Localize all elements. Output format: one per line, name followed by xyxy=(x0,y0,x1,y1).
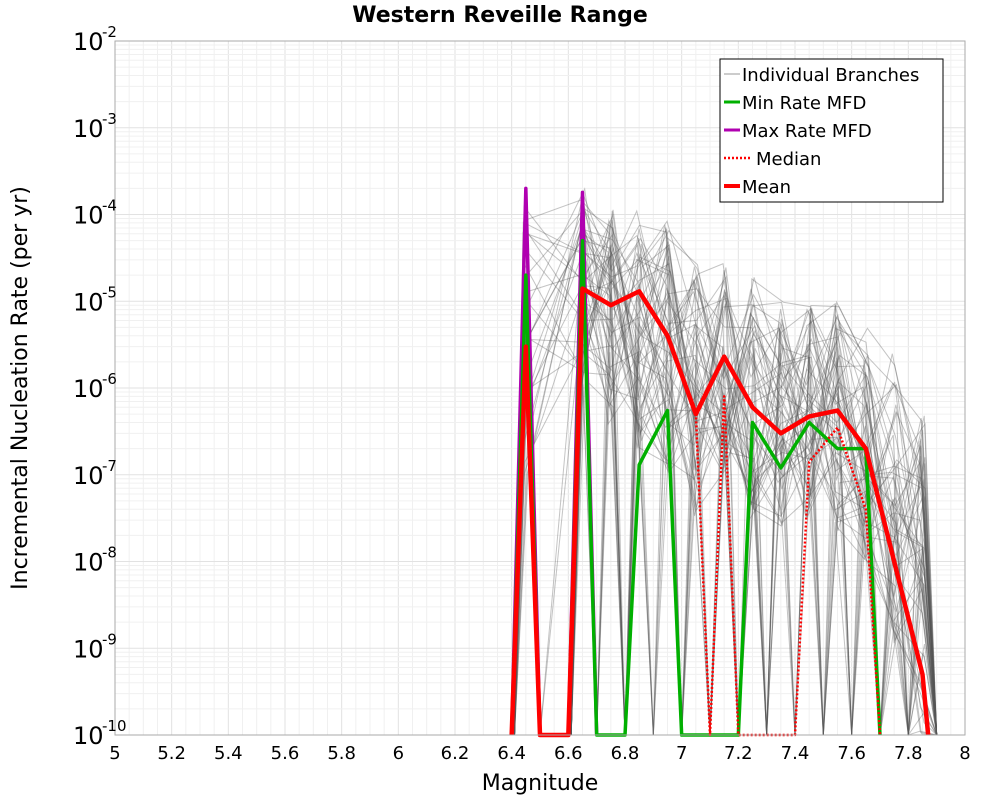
y-tick-exponent: -2 xyxy=(102,23,117,41)
branch-line xyxy=(570,225,937,736)
y-tick-label: 10-3 xyxy=(73,110,117,143)
branch-line xyxy=(514,322,938,736)
branch-line xyxy=(570,233,938,737)
branch-line xyxy=(570,282,938,736)
branch-line xyxy=(514,187,938,736)
legend-label-branches: Individual Branches xyxy=(742,65,919,86)
x-tick-label: 6.4 xyxy=(497,743,526,764)
y-tick-label: 10-6 xyxy=(73,370,117,403)
legend: Individual Branches Min Rate MFD Max Rat… xyxy=(719,58,944,203)
x-tick-label: 6.2 xyxy=(441,743,470,764)
branch-line xyxy=(570,220,938,736)
branch-line xyxy=(570,200,938,736)
branch-line xyxy=(514,209,938,736)
branch-line xyxy=(570,219,938,736)
x-tick-label: 7 xyxy=(676,743,687,764)
y-tick-base: 10 xyxy=(73,28,104,56)
branch-line xyxy=(570,236,938,736)
branch-line xyxy=(514,241,938,736)
grid xyxy=(114,41,966,736)
plot-frame xyxy=(114,40,966,736)
y-tick-base: 10 xyxy=(73,462,104,490)
y-tick-base: 10 xyxy=(73,375,104,403)
x-tick-label: 6 xyxy=(393,743,404,764)
branch-line xyxy=(570,208,938,736)
y-tick-label: 10-10 xyxy=(73,717,127,750)
y-tick-label: 10-4 xyxy=(73,197,117,230)
x-tick-label: 7.8 xyxy=(894,743,923,764)
legend-label-mean: Mean xyxy=(742,177,791,198)
x-tick-label: 7.6 xyxy=(837,743,866,764)
legend-label-min: Min Rate MFD xyxy=(742,93,866,114)
branch-line xyxy=(570,331,938,736)
branch-line xyxy=(514,233,938,736)
x-axis-label: Magnitude xyxy=(482,771,599,796)
y-tick-base: 10 xyxy=(73,115,104,143)
branch-line xyxy=(514,192,938,736)
branch-line xyxy=(514,255,938,736)
y-tick-exponent: -6 xyxy=(102,370,117,388)
y-tick-exponent: -8 xyxy=(102,544,117,562)
x-tick-label: 7.2 xyxy=(724,743,753,764)
y-tick-exponent: -10 xyxy=(102,717,127,735)
branch-line xyxy=(570,213,938,736)
y-axis-label: Incremental Nucleation Rate (per yr) xyxy=(8,186,33,590)
branch-line xyxy=(570,250,938,736)
x-tick-label: 5 xyxy=(109,743,120,764)
y-tick-exponent: -5 xyxy=(102,283,117,301)
branch-line xyxy=(514,255,938,736)
y-tick-base: 10 xyxy=(73,202,104,230)
y-tick-base: 10 xyxy=(73,288,104,316)
y-tick-exponent: -3 xyxy=(102,110,117,128)
y-tick-label: 10-2 xyxy=(73,23,117,56)
y-tick-label: 10-7 xyxy=(73,457,117,490)
y-tick-base: 10 xyxy=(73,722,104,750)
branch-line xyxy=(514,231,937,736)
y-tick-exponent: -7 xyxy=(102,457,117,475)
branch-line xyxy=(514,227,938,736)
x-tick-label: 6.6 xyxy=(554,743,583,764)
x-tick-label: 5.2 xyxy=(157,743,186,764)
branch-line xyxy=(514,245,938,736)
y-tick-base: 10 xyxy=(73,549,104,577)
x-tick-label: 6.8 xyxy=(611,743,640,764)
legend-label-max: Max Rate MFD xyxy=(742,121,872,142)
chart-title: Western Reveille Range xyxy=(352,3,648,28)
y-tick-label: 10-5 xyxy=(73,283,117,316)
branch-line xyxy=(570,207,938,736)
branch-line xyxy=(514,205,938,736)
branch-line xyxy=(514,208,938,736)
y-tick-label: 10-8 xyxy=(73,544,117,577)
branch-line xyxy=(570,237,938,736)
x-tick-label: 5.6 xyxy=(271,743,300,764)
branch-line xyxy=(514,351,938,736)
x-tick-label: 5.8 xyxy=(327,743,356,764)
x-tick-label: 5.4 xyxy=(214,743,243,764)
x-tick-label: 7.4 xyxy=(781,743,810,764)
branch-line xyxy=(514,227,938,736)
branch-line xyxy=(570,252,938,736)
x-tick-label: 8 xyxy=(959,743,970,764)
y-tick-label: 10-9 xyxy=(73,630,117,663)
y-tick-exponent: -9 xyxy=(102,630,117,648)
branch-line xyxy=(570,209,938,736)
branch-line xyxy=(514,230,938,736)
individual-branches xyxy=(514,187,938,737)
legend-box xyxy=(719,58,944,203)
y-tick-exponent: -4 xyxy=(102,197,117,215)
legend-label-median: Median xyxy=(756,149,821,170)
x-tick-labels: 5 5.2 5.4 5.6 5.8 6 6.2 6.4 6.6 6.8 7 7.2 7.4 7.6 7.8 8 xyxy=(109,743,970,764)
y-tick-base: 10 xyxy=(73,635,104,663)
branch-line xyxy=(570,224,938,736)
